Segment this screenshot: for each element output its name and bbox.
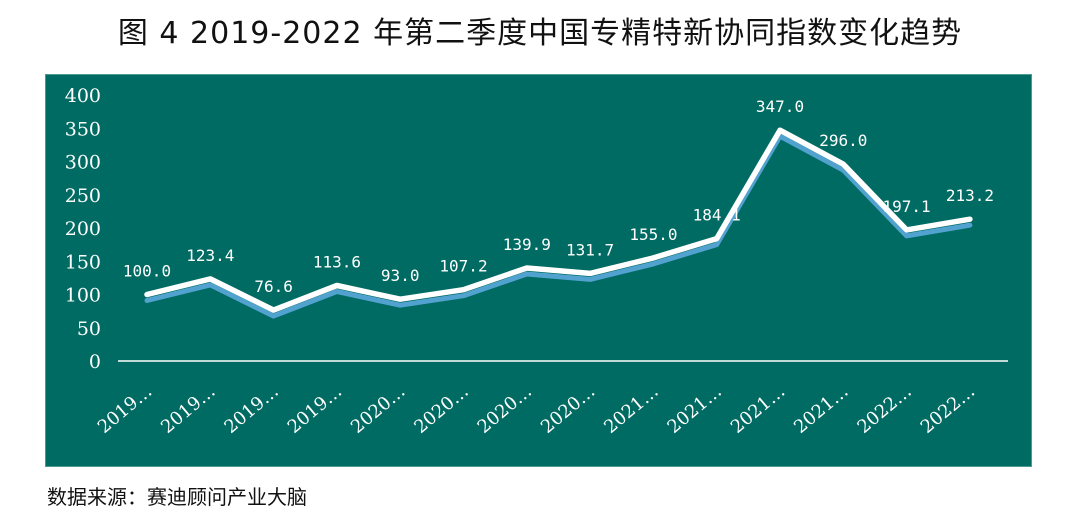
- data-label: 213.2: [946, 186, 994, 205]
- x-tick-label: 2020…: [347, 381, 409, 438]
- data-label: 296.0: [819, 131, 867, 150]
- data-label: 139.9: [503, 235, 551, 254]
- drop-lines: [146, 134, 971, 361]
- y-tick-label: 150: [65, 251, 101, 273]
- data-label: 100.0: [123, 262, 171, 281]
- data-label: 347.0: [756, 97, 804, 116]
- x-tick-label: 2020…: [537, 381, 599, 438]
- data-label: 184.1: [693, 206, 741, 225]
- y-tick-label: 250: [65, 185, 101, 207]
- y-axis-tick-labels: 0 50 100 150 200 250 300 350 400: [65, 85, 101, 373]
- y-tick-label: 0: [89, 351, 101, 373]
- series-line-shadow: [144, 133, 973, 319]
- y-tick-label: 350: [65, 118, 101, 140]
- data-label: 107.2: [439, 257, 487, 276]
- y-tick-label: 300: [65, 152, 101, 174]
- x-tick-label: 2019…: [157, 381, 219, 438]
- data-label: 93.0: [381, 266, 420, 285]
- x-tick-label: 2022…: [917, 381, 979, 438]
- line-shadow: [144, 133, 973, 319]
- data-line: [144, 127, 973, 313]
- y-tick-label: 200: [65, 218, 101, 240]
- x-tick-label: 2019…: [94, 381, 156, 438]
- chart-title: 图 4 2019-2022 年第二季度中国专精特新协同指数变化趋势: [117, 16, 963, 51]
- x-tick-label: 2022…: [853, 381, 915, 438]
- chart-panel: 0 50 100 150 200 250 300 350 400 100.0 123.4 76.6 1…: [45, 74, 1032, 467]
- x-tick-label: 2021…: [664, 381, 726, 438]
- x-tick-label: 2020…: [410, 381, 472, 438]
- x-tick-label: 2020…: [474, 381, 536, 438]
- y-tick-label: 400: [65, 85, 101, 107]
- y-tick-label: 100: [65, 285, 101, 307]
- x-tick-label: 2019…: [220, 381, 282, 438]
- data-label: 131.7: [566, 240, 614, 259]
- source-note: 数据来源：赛迪顾问产业大脑: [47, 485, 307, 509]
- y-tick-label: 50: [77, 318, 101, 340]
- data-label: 113.6: [313, 252, 361, 271]
- x-tick-label: 2019…: [284, 381, 346, 438]
- x-tick-label: 2021…: [790, 381, 852, 438]
- series-line: [144, 127, 973, 313]
- data-label: 155.0: [629, 225, 677, 244]
- data-label: 123.4: [186, 246, 234, 265]
- data-labels: 100.0 123.4 76.6 113.6 93.0 107.2 139.9 131.7 15…: [123, 97, 994, 296]
- x-tick-label: 2021…: [727, 381, 789, 438]
- data-label: 197.1: [883, 197, 931, 216]
- x-axis-tick-labels: 2019… 2019… 2019… 2019… 2020… 2020… 2020… 2020……: [94, 381, 979, 438]
- data-label: 76.6: [254, 277, 293, 296]
- x-tick-label: 2021…: [600, 381, 662, 438]
